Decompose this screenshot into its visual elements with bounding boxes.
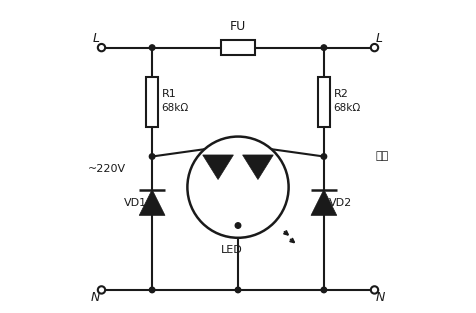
Circle shape <box>321 154 327 159</box>
Circle shape <box>235 287 241 293</box>
Text: 68kΩ: 68kΩ <box>333 103 361 113</box>
Circle shape <box>149 154 155 159</box>
Text: LED: LED <box>221 245 243 255</box>
Circle shape <box>371 286 378 294</box>
Text: ~220V: ~220V <box>88 164 126 174</box>
Text: 输出: 输出 <box>375 151 388 162</box>
Text: FU: FU <box>230 20 246 33</box>
Circle shape <box>98 44 105 51</box>
Text: VD2: VD2 <box>328 198 352 208</box>
Text: L: L <box>93 32 100 44</box>
Circle shape <box>235 223 241 228</box>
Circle shape <box>149 45 155 50</box>
Polygon shape <box>203 155 233 179</box>
Bar <box>318 77 330 127</box>
Text: N: N <box>376 291 386 305</box>
Text: N: N <box>90 291 100 305</box>
Text: VD1: VD1 <box>124 198 148 208</box>
Bar <box>221 40 255 55</box>
Circle shape <box>321 287 327 293</box>
Circle shape <box>371 44 378 51</box>
Circle shape <box>98 286 105 294</box>
Text: 68kΩ: 68kΩ <box>162 103 189 113</box>
Text: R2: R2 <box>333 90 348 100</box>
Circle shape <box>321 45 327 50</box>
Circle shape <box>149 287 155 293</box>
Polygon shape <box>139 190 165 215</box>
Bar <box>146 77 158 127</box>
Circle shape <box>188 136 288 238</box>
Polygon shape <box>311 190 337 215</box>
Text: L: L <box>376 32 383 44</box>
Text: R1: R1 <box>162 90 177 100</box>
Polygon shape <box>243 155 273 179</box>
